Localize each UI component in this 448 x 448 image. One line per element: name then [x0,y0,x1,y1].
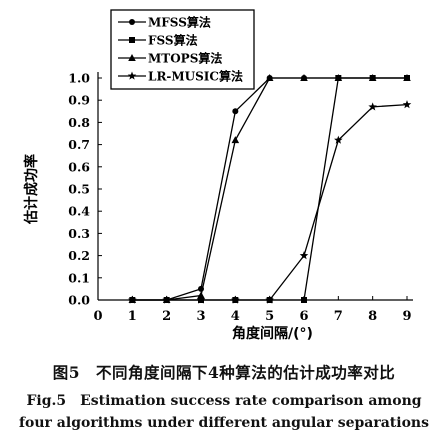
data-point [265,74,274,81]
data-point [299,251,309,260]
chart-ticks: 0 1 2 3 4 5 6 7 8 9 0.0 0.1 0.2 0.3 0.4 0.5 0.6 0.7 0.8 0.9… [68,71,411,325]
figure-caption-chinese: 图5 不同角度间隔下4种算法的估计成功率对比 [52,363,396,382]
x-tick-label: 6 [299,309,308,324]
x-tick-label: 4 [231,309,240,324]
legend-marker [129,37,135,43]
data-point [128,295,137,304]
legend-label: MTOPS算法 [148,51,222,66]
y-tick-label: 0.1 [68,270,90,285]
legend-marker [127,71,137,80]
legend-marker [129,19,135,25]
y-tick-label: 0.5 [68,182,90,197]
y-tick-label: 1.0 [68,71,90,86]
y-tick-label: 0.0 [68,293,90,308]
line-chart: 0 1 2 3 4 5 6 7 8 9 0.0 0.1 0.2 0.3 0.4 0.5 0.6 0.7 0.8 0.9… [23,9,413,342]
chart-series [128,74,412,304]
chart-axis-labels: 角度间隔/(°) 估计成功率 [23,154,313,342]
x-tick-label: 9 [402,309,411,324]
y-tick-label: 0.9 [68,93,90,108]
series-line [132,103,408,301]
series-circle [129,75,410,303]
data-point [265,295,274,304]
legend-label: FSS算法 [148,33,198,48]
data-point [301,297,307,303]
data-point [334,74,343,81]
series-line [132,77,407,301]
legend-marker [128,54,136,61]
data-point [402,100,412,109]
y-axis-label: 估计成功率 [23,154,40,225]
x-tick-label: 0 [93,309,102,324]
y-tick-label: 0.4 [68,204,90,219]
x-tick-label: 3 [196,309,205,324]
y-tick-label: 0.2 [68,248,90,263]
series-line [132,77,407,301]
data-point [197,291,205,299]
y-tick-label: 0.7 [68,137,90,152]
data-point [403,74,411,81]
chart-legend: MFSS算法 FSS算法 MTOPS算法 LR-MUSIC算法 [110,9,255,90]
x-tick-label: 7 [334,309,343,324]
x-tick-label: 8 [368,309,377,324]
series-square [129,75,410,303]
data-point [368,102,377,111]
figure-caption-english-line1: Fig.5 Estimation success rate comparison… [26,393,422,409]
chart-axes [97,72,413,301]
series-triangle [128,74,411,303]
data-point [334,135,343,144]
y-tick-label: 0.6 [68,159,90,174]
data-point [231,295,240,304]
legend-label: LR-MUSIC算法 [148,69,243,84]
series-line [132,77,407,301]
x-tick-label: 5 [265,309,274,324]
data-point [232,108,239,115]
series-star [128,100,412,304]
y-tick-label: 0.8 [68,115,90,130]
data-point [368,74,377,81]
data-point [196,295,206,304]
legend-label: MFSS算法 [148,15,211,30]
data-point [162,295,171,304]
data-point [231,136,240,144]
figure-caption-english-line2: four algorithms under different angular … [19,415,429,431]
x-tick-label: 2 [162,309,171,324]
x-tick-label: 1 [128,309,137,324]
x-axis-label: 角度间隔/(°) [232,325,313,342]
data-point [300,74,308,81]
y-tick-label: 0.3 [68,226,90,241]
